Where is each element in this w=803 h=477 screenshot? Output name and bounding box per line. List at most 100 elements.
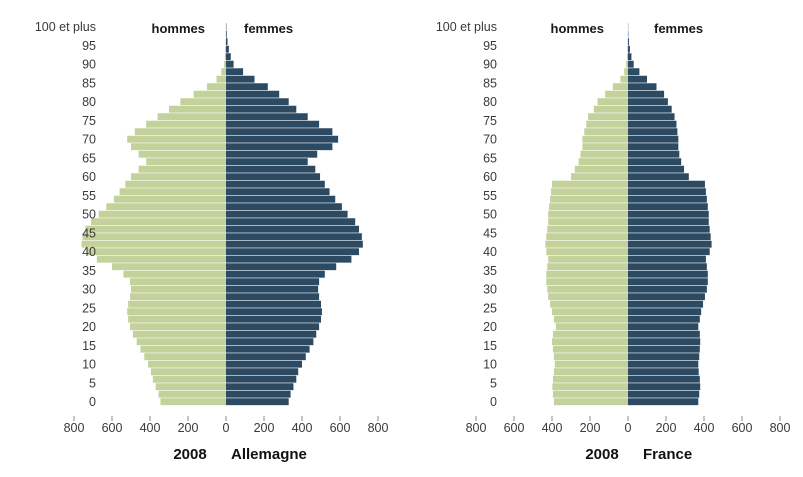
men-bar-age-90	[626, 60, 628, 68]
tick-label: 200	[656, 421, 677, 435]
tick-label: 200	[254, 421, 275, 435]
men-bar-age-72	[584, 128, 628, 136]
men-bar-age-24	[127, 308, 226, 316]
women-label: femmes	[654, 21, 703, 36]
age-label: 35	[82, 264, 96, 278]
women-bar-age-76	[628, 113, 675, 121]
women-bar-age-20	[226, 323, 320, 331]
age-label: 80	[483, 95, 497, 109]
women-bar-age-12	[226, 353, 306, 361]
women-bar-age-46	[628, 225, 710, 233]
age-axis: 0 5 10 15 20 25 30 35 40 45 50 55 60 65 70 75 80 85 90 95 10…	[35, 20, 96, 409]
men-bar-age-36	[547, 263, 628, 271]
men-bar-age-34	[123, 270, 226, 278]
women-bar-age-14	[226, 345, 310, 353]
men-bar-age-26	[128, 300, 226, 308]
men-bar-age-24	[552, 308, 628, 316]
tick-label: 600	[330, 421, 351, 435]
women-bar-age-84	[226, 83, 268, 91]
value-axis: 800 600 400 200 0 200 400 600 800	[466, 416, 790, 435]
pyramid-chart-allemagne: hommes femmes 0 5 10 15 20 25 30 35 40 45 50 55 60 65…	[35, 20, 389, 463]
men-bar-age-4	[552, 383, 628, 391]
men-bar-age-28	[130, 293, 226, 301]
men-bar-age-8	[553, 368, 628, 376]
men-bar-age-48	[548, 218, 628, 226]
men-bar-age-56	[551, 188, 628, 196]
men-label: hommes	[551, 21, 604, 36]
women-bar-age-42	[226, 240, 363, 248]
men-bar-age-30	[547, 285, 628, 293]
men-bar-age-18	[552, 330, 628, 338]
men-bar-age-82	[605, 90, 628, 98]
age-label: 90	[483, 58, 497, 72]
age-label: 25	[82, 301, 96, 315]
age-label: 90	[82, 58, 96, 72]
women-bar-age-18	[628, 330, 700, 338]
women-bar-age-90	[628, 60, 634, 68]
tick-label: 600	[102, 421, 123, 435]
men-bar-age-38	[96, 255, 226, 263]
age-axis: 0 5 10 15 20 25 30 35 40 45 50 55 60 65 70 75 80 85 90 95 10…	[436, 20, 497, 409]
women-bar-age-38	[226, 255, 352, 263]
men-bar-age-76	[157, 113, 226, 121]
women-bar-age-66	[226, 150, 318, 158]
women-bar-age-38	[628, 255, 706, 263]
women-bar-age-32	[226, 278, 320, 286]
women-bar-age-12	[628, 353, 700, 361]
age-label: 65	[82, 151, 96, 165]
men-bar-age-48	[91, 218, 226, 226]
men-bar-age-52	[106, 203, 226, 211]
men-bar-age-78	[593, 105, 628, 113]
men-bar-age-70	[582, 135, 628, 143]
women-bar-age-30	[226, 285, 319, 293]
women-bar-age-18	[226, 330, 317, 338]
men-bar-age-60	[131, 173, 226, 181]
men-bar-age-16	[552, 338, 628, 346]
women-bar-age-14	[628, 345, 700, 353]
women-bar-age-8	[628, 368, 699, 376]
men-bar-age-30	[131, 285, 226, 293]
men-bar-age-42	[545, 240, 628, 248]
women-bar-age-78	[628, 105, 672, 113]
chart-country: Allemagne	[231, 446, 307, 463]
age-label: 55	[82, 189, 96, 203]
men-bar-age-0	[553, 398, 628, 406]
women-bar-age-66	[628, 150, 680, 158]
women-bar-age-6	[226, 375, 297, 383]
women-bar-age-28	[628, 293, 705, 301]
women-bar-age-4	[628, 383, 701, 391]
age-label: 100 et plus	[436, 20, 497, 34]
age-label: 95	[483, 39, 497, 53]
women-bar-age-28	[226, 293, 320, 301]
women-bar-age-72	[226, 128, 333, 136]
women-bar-age-4	[226, 383, 294, 391]
women-bar-age-44	[628, 233, 711, 241]
men-bar-age-86	[216, 75, 226, 83]
men-bar-age-74	[586, 120, 628, 128]
men-bar-age-46	[547, 225, 628, 233]
women-bar-age-68	[226, 143, 333, 151]
age-label: 55	[483, 189, 497, 203]
women-bar-age-82	[628, 90, 665, 98]
age-label: 45	[483, 226, 497, 240]
women-label: femmes	[244, 21, 293, 36]
men-bar-age-84	[207, 83, 226, 91]
men-bar-age-82	[193, 90, 226, 98]
age-label: 30	[82, 283, 96, 297]
men-bar-age-80	[597, 98, 628, 106]
tick-label: 800	[368, 421, 389, 435]
women-bar-age-60	[226, 173, 321, 181]
men-bar-age-44	[546, 233, 628, 241]
women-bar-age-50	[226, 210, 348, 218]
men-bar-age-94	[627, 45, 628, 53]
men-bar-age-38	[548, 255, 628, 263]
men-bar-age-2	[158, 390, 226, 398]
men-bar-age-72	[134, 128, 226, 136]
age-label: 5	[89, 376, 96, 390]
age-label: 45	[82, 226, 96, 240]
women-bar-age-22	[628, 315, 700, 323]
men-bar-age-68	[131, 143, 226, 151]
men-bar-age-62	[138, 165, 226, 173]
women-bar-age-56	[226, 188, 330, 196]
women-bar-age-26	[226, 300, 321, 308]
